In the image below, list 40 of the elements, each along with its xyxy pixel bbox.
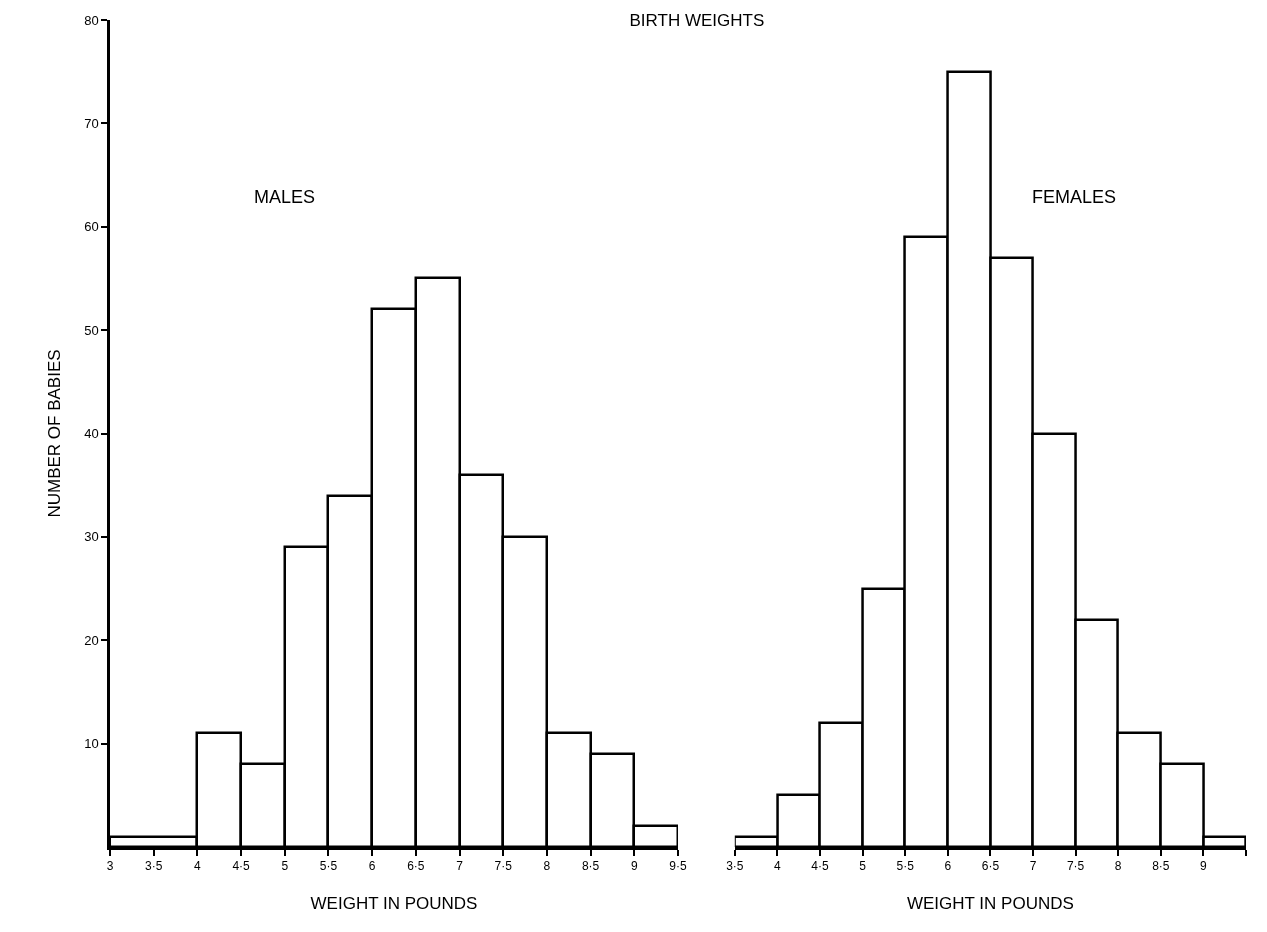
y-tick-label: 60	[84, 219, 99, 235]
x-tick-label: 6	[368, 859, 376, 874]
x-tick-label: 9	[630, 859, 638, 874]
x-tick-label: 5	[859, 859, 867, 874]
x-tick-label: 6	[944, 859, 952, 874]
x-tick-label: 4·5	[232, 859, 251, 874]
x-tick-label: 3·5	[726, 859, 744, 874]
x-tick-label: 3·5	[145, 859, 163, 874]
y-tick-label: 20	[84, 632, 99, 648]
x-tick-label: 7	[456, 859, 464, 874]
x-axis-title: WEIGHT IN POUNDS	[310, 893, 478, 913]
x-tick-label: 4	[194, 859, 202, 874]
x-tick-label: 5·5	[896, 859, 915, 874]
annotation: MALES	[254, 187, 316, 207]
y-axis-title: NUMBER OF BABIES	[44, 349, 64, 518]
x-tick-label: 8	[543, 859, 551, 874]
x-axis-title: WEIGHT IN POUNDS	[906, 893, 1074, 913]
x-tick-label: 9·5	[669, 859, 687, 874]
x-tick-label: 6·5	[407, 859, 425, 874]
annotation: FEMALES	[1032, 187, 1117, 207]
x-tick-label: 4·5	[811, 859, 829, 874]
x-tick-label: 8	[1114, 859, 1122, 874]
x-tick-label: 7·5	[1066, 859, 1085, 874]
x-tick-label: 7	[1029, 859, 1037, 874]
x-tick-label: 3	[106, 859, 114, 874]
x-tick-label: 6·5	[981, 859, 1000, 874]
x-tick-label: 7·5	[494, 859, 513, 874]
chart-title: BIRTH WEIGHTS	[629, 10, 765, 30]
y-tick-label: 50	[84, 322, 99, 338]
y-tick-label: 70	[84, 115, 99, 131]
y-tick-label: 80	[84, 12, 99, 28]
y-tick-label: 40	[84, 426, 99, 442]
x-tick-label: 5	[281, 859, 289, 874]
x-tick-label: 9	[1200, 859, 1208, 874]
y-tick-label: 10	[84, 736, 99, 752]
x-tick-label: 4	[774, 859, 782, 874]
x-tick-label: 8·5	[581, 859, 600, 874]
x-tick-label: 5·5	[319, 859, 338, 874]
y-tick-label: 30	[84, 529, 99, 545]
x-tick-label: 8·5	[1152, 859, 1170, 874]
